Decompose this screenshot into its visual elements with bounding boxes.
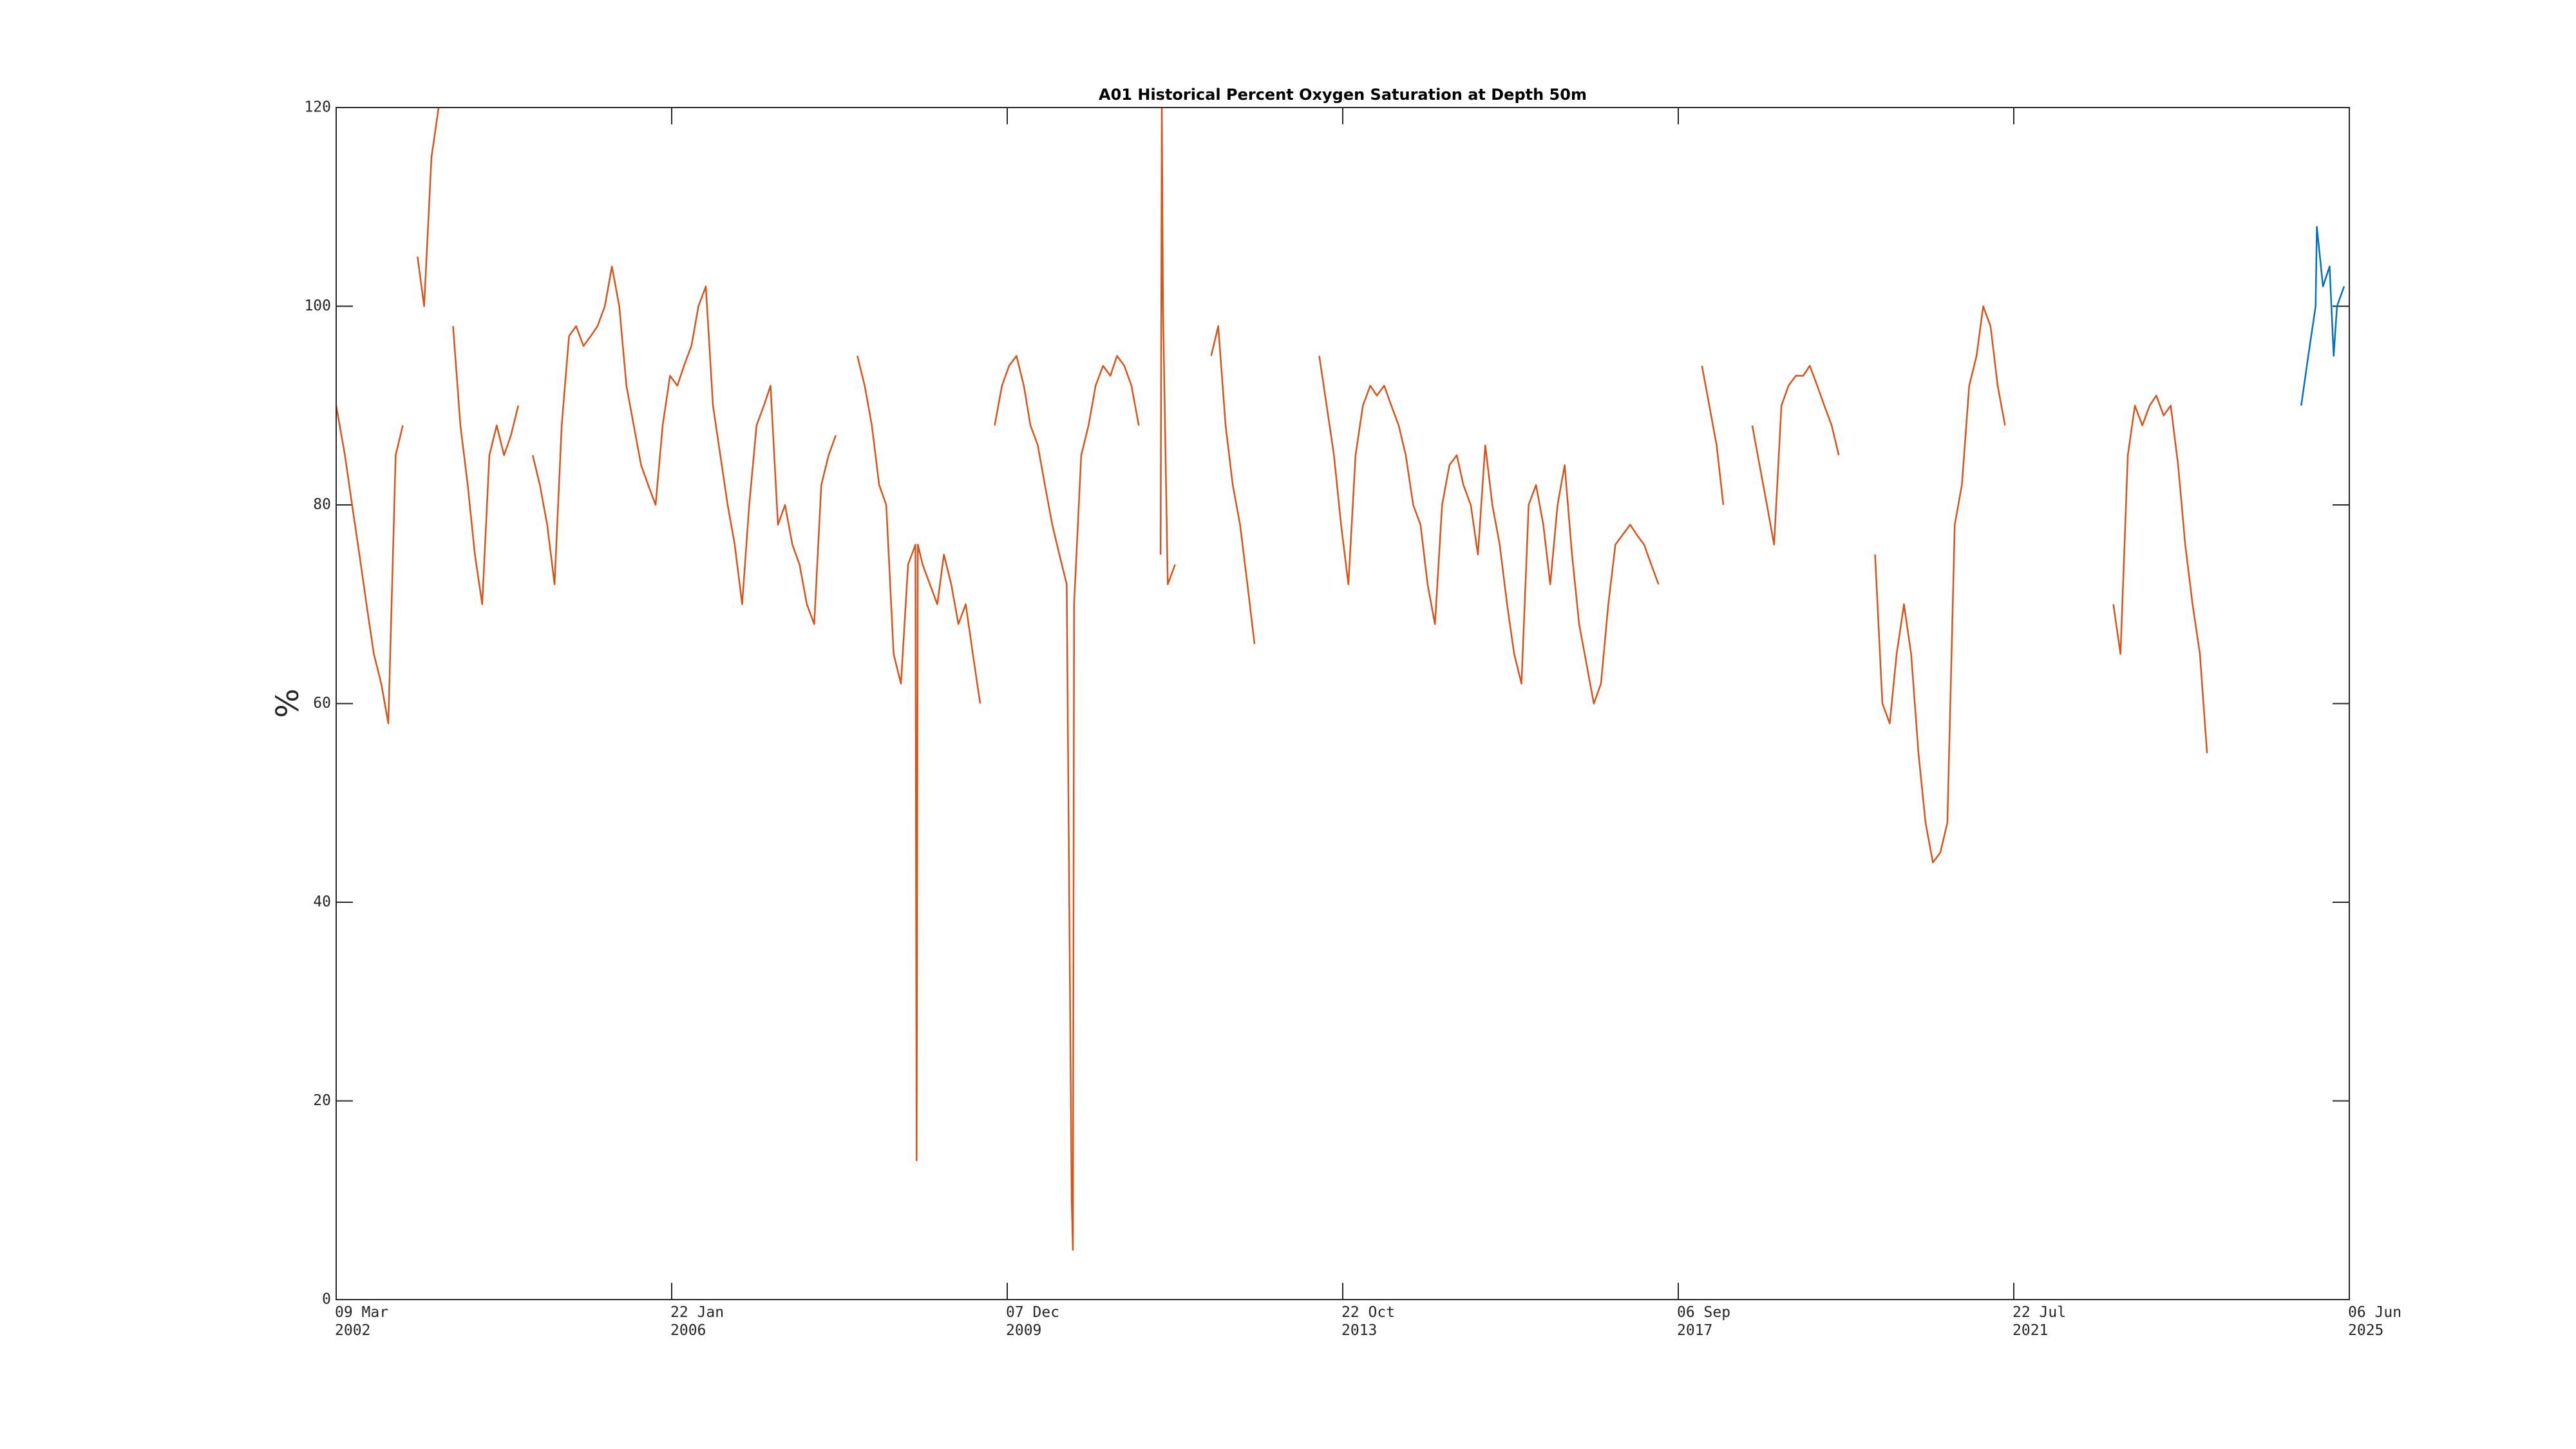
x-tick-label: 06 Jun 2025 xyxy=(2348,1304,2402,1339)
y-tick-label: 60 xyxy=(313,695,331,712)
x-tick-label: 09 Mar 2002 xyxy=(335,1304,389,1339)
x-tick-label: 06 Sep 2017 xyxy=(1677,1304,1731,1339)
x-tick-label: 22 Jul 2021 xyxy=(2012,1304,2067,1339)
y-tick-label: 80 xyxy=(313,497,331,513)
data-line xyxy=(335,106,2208,1251)
y-tick-label: 120 xyxy=(304,99,331,116)
x-tick-label: 22 Jan 2006 xyxy=(670,1304,724,1339)
y-axis-label: % xyxy=(270,688,306,718)
x-tick-label: 22 Oct 2013 xyxy=(1341,1304,1396,1339)
y-tick-label: 100 xyxy=(304,298,331,314)
chart-title: A01 Historical Percent Oxygen Saturation… xyxy=(1099,86,1587,104)
y-tick-label: 40 xyxy=(313,894,331,911)
y-tick-label: 20 xyxy=(313,1092,331,1109)
data-line xyxy=(2300,225,2345,406)
x-tick-label: 07 Dec 2009 xyxy=(1006,1304,1060,1339)
axes-box xyxy=(336,107,2350,1300)
y-tick-label: 0 xyxy=(322,1291,331,1308)
plot-area xyxy=(336,108,2349,1300)
